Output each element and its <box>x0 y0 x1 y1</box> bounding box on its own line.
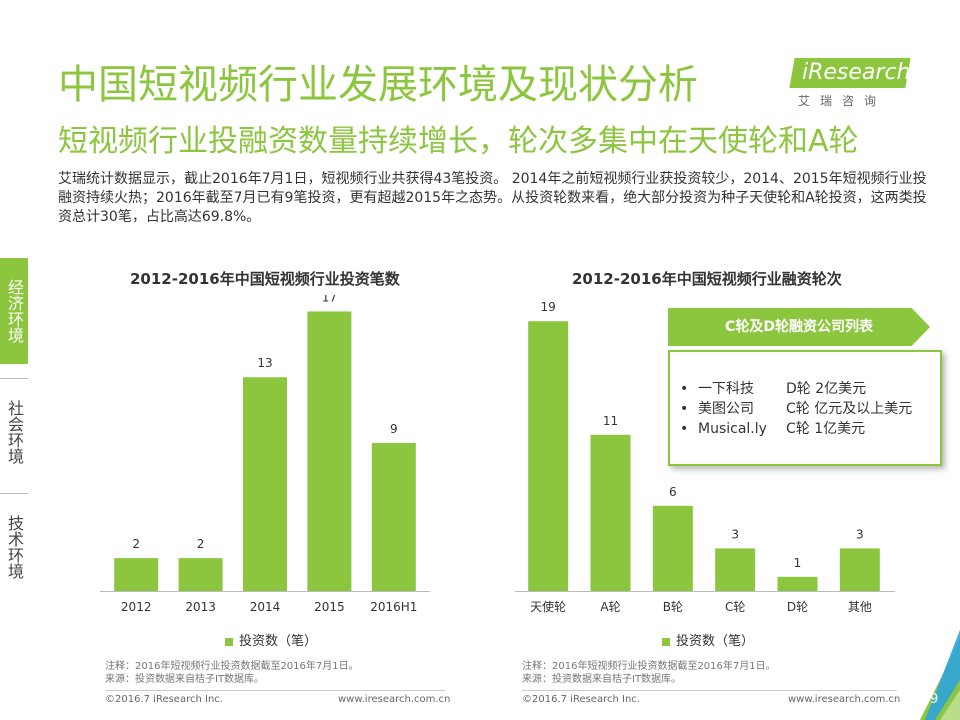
data-label-2013: 2 <box>197 537 205 551</box>
sidebar-item-label: 技术环境 <box>0 493 28 600</box>
tick-label-2014: 2014 <box>250 600 281 614</box>
footer-copyright-right: ©2016.7 iResearch Inc. <box>522 694 640 705</box>
data-label-C轮: 3 <box>731 527 739 541</box>
logo-text: iResearch <box>802 60 911 85</box>
tick-label-D轮: D轮 <box>787 600 808 614</box>
tick-label-2016H1: 2016H1 <box>370 600 417 614</box>
description-text: 艾瑞统计数据显示，截止2016年7月1日，短视频行业共获得43笔投资。 2014… <box>58 171 927 225</box>
bar-D轮 <box>777 576 818 591</box>
tick-label-C轮: C轮 <box>725 600 745 614</box>
footer-copyright-left: ©2016.7 iResearch Inc. <box>105 694 223 705</box>
tick-label-2015: 2015 <box>314 600 345 614</box>
note-right: 注释：2016年短视频行业投资数据截至2016年7月1日。 来源：投资数据来自桔… <box>522 660 776 686</box>
sidebar-item-label: 经济环境 <box>0 258 28 364</box>
tick-label-A轮: A轮 <box>600 600 620 614</box>
sidebar-item-label: 社会环境 <box>0 378 28 485</box>
tick-label-天使轮: 天使轮 <box>530 599 566 614</box>
bar-其他 <box>839 548 880 591</box>
tick-label-其他: 其他 <box>848 600 872 614</box>
footer-site-right: www.iresearch.com.cn <box>788 694 901 705</box>
callout-item: • 美图公司 C轮 亿元及以上美元 <box>680 401 913 417</box>
legend-label: 投资数（笔） <box>239 634 318 649</box>
tick-label-2013: 2013 <box>185 600 216 614</box>
data-label-B轮: 6 <box>669 485 677 499</box>
legend-swatch <box>662 637 670 646</box>
data-label-2012: 2 <box>132 537 140 551</box>
footer-site-left: www.iresearch.com.cn <box>338 694 451 705</box>
note-left: 注释：2016年短视频行业投资数据截至2016年7月1日。 来源：投资数据来自桔… <box>105 660 359 686</box>
tick-label-B轮: B轮 <box>663 600 683 614</box>
bar-B轮 <box>652 505 693 591</box>
bar-C轮 <box>715 548 756 591</box>
data-label-2015: 17 <box>322 295 337 304</box>
note-line: 来源：投资数据来自桔子IT数据库。 <box>105 674 265 685</box>
iresearch-logo: iResearch 艾瑞咨询 <box>789 58 912 108</box>
footer-divider-left <box>105 690 445 691</box>
chart-rounds: 19 天使轮 11 A轮 6 B轮 3 C轮 1 D轮 3 其他 <box>515 300 895 614</box>
data-label-其他: 3 <box>856 527 864 541</box>
chart-investments: 2 2012 2 2013 13 2014 17 2015 9 2016H1 <box>100 295 430 614</box>
bar-A轮 <box>590 434 631 591</box>
tick-label-2012: 2012 <box>121 600 152 614</box>
page-number: 9 <box>930 692 939 707</box>
note-line: 注释：2016年短视频行业投资数据截至2016年7月1日。 <box>105 661 359 672</box>
data-label-A轮: 11 <box>603 414 618 428</box>
bar-2012 <box>114 558 159 591</box>
data-label-2014: 13 <box>257 356 272 370</box>
bar-天使轮 <box>528 321 569 591</box>
callout-item: • Musical.ly C轮 1亿美元 <box>680 421 866 437</box>
data-label-2016H1: 9 <box>390 422 398 436</box>
chart-legend-investments: 投资数（笔） <box>225 630 317 649</box>
page-subtitle: 短视频行业投融资数量持续增长，轮次多集中在天使轮和A轮 <box>58 124 859 159</box>
bar-2015 <box>307 311 352 591</box>
corner-decoration <box>920 630 960 720</box>
callout-item: • 一下科技 D轮 2亿美元 <box>680 381 867 397</box>
callout-header <box>668 308 930 346</box>
data-label-天使轮: 19 <box>541 300 556 314</box>
bar-2013 <box>178 558 223 591</box>
chart-legend-rounds: 投资数（笔） <box>662 630 754 649</box>
logo-subtext: 艾瑞咨询 <box>798 94 887 108</box>
callout-title: C轮及D轮融资公司列表 <box>725 319 873 335</box>
bar-2014 <box>243 377 287 591</box>
data-label-D轮: 1 <box>794 556 802 570</box>
legend-label: 投资数（笔） <box>676 634 755 649</box>
bar-2016H1 <box>371 443 416 591</box>
note-line: 来源：投资数据来自桔子IT数据库。 <box>522 674 682 685</box>
legend-swatch <box>225 637 233 646</box>
callout-list: • 一下科技 D轮 2亿美元 • 美图公司 C轮 亿元及以上美元 • Musical.ly… <box>668 350 942 466</box>
chart-title-rounds: 2012-2016年中国短视频行业融资轮次 <box>572 270 842 288</box>
chart-title-investments: 2012-2016年中国短视频行业投资笔数 <box>130 270 400 288</box>
footer-divider-right <box>522 690 897 691</box>
page-title: 中国短视频行业发展环境及现状分析 <box>58 62 698 108</box>
note-line: 注释：2016年短视频行业投资数据截至2016年7月1日。 <box>522 661 776 672</box>
